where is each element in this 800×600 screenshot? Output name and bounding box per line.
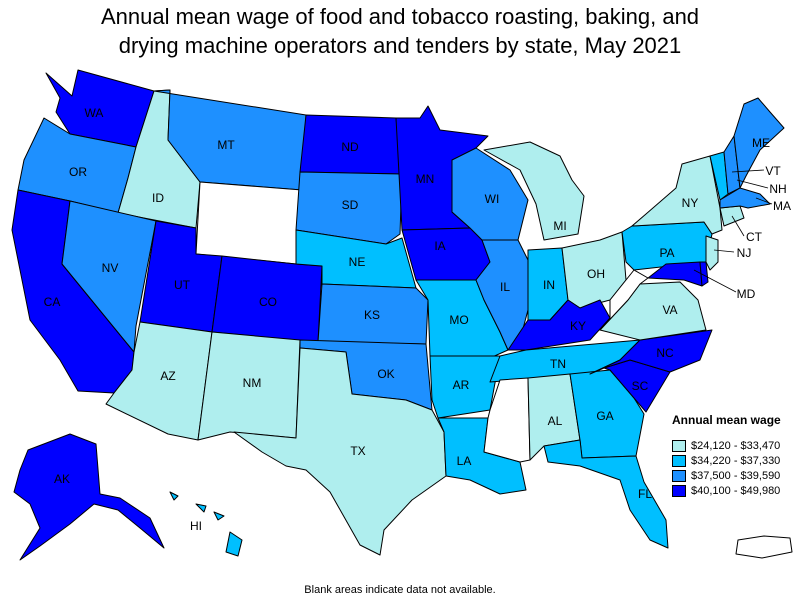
state-ky[interactable] [507, 299, 611, 351]
state-label-va: VA [662, 303, 677, 317]
state-label-nv: NV [102, 261, 119, 275]
state-fl[interactable] [543, 439, 669, 549]
state-label-il: IL [500, 280, 510, 294]
state-nj[interactable] [705, 235, 719, 271]
state-label-me: ME [752, 136, 770, 150]
state-label-ca: CA [44, 295, 61, 309]
state-label-ar: AR [453, 378, 470, 392]
state-co[interactable] [211, 255, 323, 343]
state-label-wi: WI [485, 192, 500, 206]
state-label-ut: UT [174, 278, 191, 292]
state-label-al: AL [548, 414, 563, 428]
map-title: Annual mean wage of food and tobacco roa… [0, 2, 800, 60]
state-label-mn: MN [416, 172, 435, 186]
state-label-ky: KY [570, 319, 586, 333]
legend: Annual mean wage $24,120 - $33,470 $34,2… [672, 413, 800, 498]
map-title-line2: drying machine operators and tenders by … [118, 33, 682, 58]
state-label-ne: NE [349, 255, 366, 269]
state-label-az: AZ [160, 369, 175, 383]
map-title-line1: Annual mean wage of food and tobacco roa… [100, 4, 700, 29]
legend-label: $24,120 - $33,470 [691, 439, 781, 452]
state-label-nh: NH [769, 182, 786, 196]
state-label-ia: IA [434, 239, 445, 253]
state-label-hi: HI [190, 519, 202, 533]
legend-label: $37,500 - $39,590 [691, 469, 781, 482]
leader-line-nj [713, 249, 735, 253]
state-label-nj: NJ [737, 246, 752, 260]
state-nc[interactable] [589, 329, 713, 375]
state-label-ga: GA [596, 409, 613, 423]
state-label-la: LA [457, 454, 472, 468]
legend-swatch [672, 469, 686, 482]
state-label-ny: NY [682, 196, 699, 210]
legend-swatch [672, 439, 686, 452]
state-label-mi: MI [553, 219, 566, 233]
state-ia[interactable] [401, 227, 491, 281]
legend-item: $24,120 - $33,470 [672, 438, 800, 453]
state-label-ak: AK [54, 472, 70, 486]
state-label-ok: OK [377, 367, 394, 381]
leader-line-ct [731, 215, 745, 237]
state-label-md: MD [737, 287, 756, 301]
state-label-nc: NC [656, 346, 674, 360]
leader-line-md [693, 269, 737, 293]
state-label-sd: SD [342, 198, 359, 212]
legend-item: $34,220 - $37,330 [672, 453, 800, 468]
state-label-vt: VT [765, 164, 781, 178]
leader-line-nh [736, 179, 769, 189]
state-label-fl: FL [638, 487, 652, 501]
state-wy[interactable] [195, 181, 303, 265]
legend-item: $40,100 - $49,980 [672, 483, 800, 498]
state-pr[interactable] [735, 535, 793, 559]
state-ma[interactable] [719, 187, 771, 209]
state-label-id: ID [152, 191, 164, 205]
state-label-tx: TX [350, 444, 365, 458]
state-hi[interactable] [169, 491, 243, 557]
state-de[interactable] [699, 261, 709, 287]
leader-line-vt [731, 169, 765, 173]
state-label-mo: MO [449, 313, 468, 327]
state-nv[interactable] [61, 200, 157, 353]
state-ks[interactable] [317, 283, 429, 345]
state-label-co: CO [259, 295, 277, 309]
state-me[interactable] [733, 97, 785, 189]
state-label-pa: PA [659, 246, 674, 260]
state-tx[interactable] [233, 347, 447, 556]
state-ar[interactable] [429, 355, 501, 419]
state-label-oh: OH [587, 267, 605, 281]
state-label-sc: SC [632, 379, 649, 393]
legend-swatch [672, 484, 686, 497]
legend-label: $34,220 - $37,330 [691, 454, 781, 467]
state-label-ma: MA [773, 199, 791, 213]
state-label-or: OR [69, 165, 87, 179]
legend-item: $37,500 - $39,590 [672, 468, 800, 483]
state-label-tn: TN [550, 357, 566, 371]
state-label-mt: MT [217, 138, 235, 152]
state-mi[interactable] [483, 141, 585, 241]
legend-title: Annual mean wage [672, 413, 781, 427]
state-label-nd: ND [341, 140, 359, 154]
footnote: Blank areas indicate data not available. [304, 584, 496, 596]
state-ny[interactable] [631, 155, 723, 235]
legend-label: $40,100 - $49,980 [691, 484, 781, 497]
state-label-ct: CT [746, 230, 763, 244]
state-ak[interactable] [13, 433, 165, 561]
leader-line-ma [755, 197, 773, 205]
state-label-wa: WA [85, 106, 104, 120]
state-label-nm: NM [243, 376, 262, 390]
legend-swatch [672, 454, 686, 467]
state-label-in: IN [543, 278, 555, 292]
state-sd[interactable] [295, 171, 403, 245]
state-label-ks: KS [364, 308, 380, 322]
